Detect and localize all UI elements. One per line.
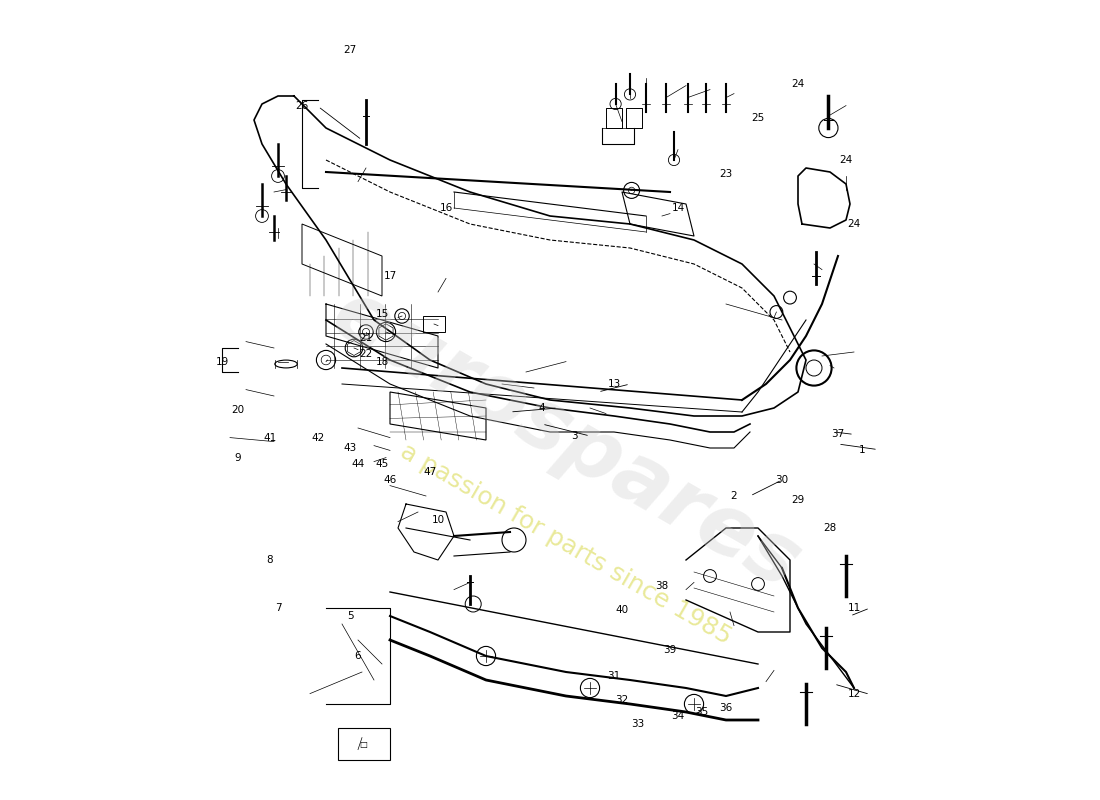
Text: 25: 25 [751,114,764,123]
Text: 46: 46 [384,475,397,485]
Text: 38: 38 [656,582,669,591]
Text: 17: 17 [384,271,397,281]
Text: 40: 40 [615,606,628,615]
Text: 24: 24 [847,219,860,229]
Text: 32: 32 [615,695,628,705]
Text: 45: 45 [375,459,388,469]
Text: 42: 42 [311,434,324,443]
Text: 4: 4 [539,403,546,413]
Text: 28: 28 [824,523,837,533]
Text: 11: 11 [847,603,860,613]
Text: 19: 19 [216,358,229,367]
Text: 27: 27 [343,46,356,55]
Text: 18: 18 [375,358,388,367]
Text: 13: 13 [607,379,620,389]
Text: a passion for parts since 1985: a passion for parts since 1985 [396,439,736,649]
Text: 33: 33 [631,719,645,729]
Text: 7: 7 [275,603,282,613]
Text: eurospares: eurospares [318,273,814,607]
Text: □: □ [360,739,367,749]
Text: 31: 31 [607,671,620,681]
Text: 9: 9 [234,454,241,463]
Text: 34: 34 [671,711,684,721]
Text: 23: 23 [719,170,733,179]
Text: 37: 37 [832,430,845,439]
Text: 35: 35 [695,707,708,717]
Text: 24: 24 [791,79,804,89]
Text: 1: 1 [859,445,866,454]
Text: 47: 47 [424,467,437,477]
Text: 30: 30 [776,475,789,485]
Text: 12: 12 [847,690,860,699]
Text: 44: 44 [351,459,364,469]
Text: 14: 14 [671,203,684,213]
Text: 2: 2 [730,491,737,501]
Text: 3: 3 [571,431,578,441]
Text: 15: 15 [375,310,388,319]
Text: 20: 20 [231,406,244,415]
Text: 8: 8 [266,555,273,565]
Text: 26: 26 [296,102,309,111]
Text: 29: 29 [791,495,804,505]
Text: 22: 22 [360,350,373,359]
Text: 43: 43 [343,443,356,453]
Text: 24: 24 [839,155,853,165]
Text: 10: 10 [431,515,444,525]
Text: 21: 21 [360,334,373,343]
Text: 41: 41 [263,434,276,443]
Text: 5: 5 [346,611,353,621]
Text: 16: 16 [439,203,452,213]
Text: 36: 36 [719,703,733,713]
Text: 39: 39 [663,646,676,655]
Text: 6: 6 [354,651,361,661]
